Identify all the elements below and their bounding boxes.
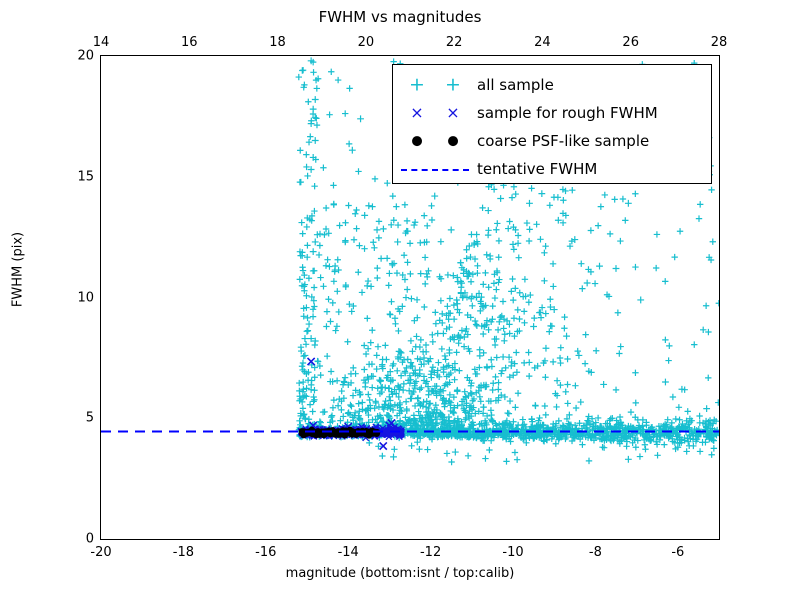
dashed-line-icon bbox=[401, 169, 469, 171]
x-tick-label-bottom: -18 bbox=[172, 545, 195, 560]
x-tick-label-top: 22 bbox=[445, 35, 463, 50]
legend-item[interactable]: ● ● coarse PSF-like sample bbox=[393, 127, 711, 155]
cross-marker-icon: × bbox=[446, 103, 460, 122]
x-tick-label-bottom: -8 bbox=[588, 545, 602, 560]
legend-handle: × × bbox=[393, 99, 477, 127]
x-tick-label-top: 16 bbox=[181, 35, 198, 50]
x-tick-label-bottom: -10 bbox=[502, 545, 524, 560]
y-tick-label-left: 20 bbox=[77, 48, 94, 64]
x-tick-label-top: 14 bbox=[92, 35, 110, 50]
legend-label: sample for rough FWHM bbox=[477, 104, 658, 122]
x-tick-label-bottom: -12 bbox=[419, 545, 442, 560]
x-tick-label-top: 20 bbox=[357, 35, 375, 50]
x-tick-label-top: 26 bbox=[622, 35, 639, 50]
y-tick-label-left: 0 bbox=[85, 531, 94, 547]
legend-handle: ● ● bbox=[393, 127, 477, 155]
y-tick-label-left: 10 bbox=[77, 290, 94, 305]
x-axis-label: magnitude (bottom:isnt / top:calib) bbox=[285, 566, 515, 581]
chart-title: FWHM vs magnitudes bbox=[318, 8, 482, 26]
x-tick-label-bottom: -6 bbox=[671, 545, 685, 560]
x-tick-label-bottom: -16 bbox=[255, 545, 277, 560]
y-tick-label-left: 15 bbox=[77, 169, 94, 185]
legend-item[interactable]: + + all sample bbox=[393, 71, 711, 99]
dot-marker-icon: ● bbox=[411, 133, 423, 149]
legend-handle bbox=[393, 155, 477, 183]
x-tick-label-top: 24 bbox=[534, 35, 551, 50]
legend-item[interactable]: tentative FWHM bbox=[393, 155, 711, 183]
dot-marker-icon: ● bbox=[447, 133, 459, 149]
legend-item[interactable]: × × sample for rough FWHM bbox=[393, 99, 711, 127]
cross-marker-icon: × bbox=[410, 103, 424, 122]
legend-label: coarse PSF-like sample bbox=[477, 132, 650, 150]
x-tick-label-bottom: -14 bbox=[337, 545, 359, 560]
legend-label: tentative FWHM bbox=[477, 160, 598, 178]
plus-marker-icon: + bbox=[445, 73, 461, 96]
y-axis-label: FWHM (pix) bbox=[10, 231, 26, 308]
legend-box: + + all sample × × sample for rough FWHM ●… bbox=[392, 64, 712, 184]
x-tick-label-top: 28 bbox=[710, 35, 728, 50]
legend-label: all sample bbox=[477, 76, 554, 94]
x-tick-label-bottom: -20 bbox=[90, 545, 112, 560]
plus-marker-icon: + bbox=[409, 73, 425, 96]
x-tick-label-top: 18 bbox=[269, 35, 286, 50]
legend-handle: + + bbox=[393, 71, 477, 99]
y-tick-label-left: 5 bbox=[85, 410, 94, 426]
